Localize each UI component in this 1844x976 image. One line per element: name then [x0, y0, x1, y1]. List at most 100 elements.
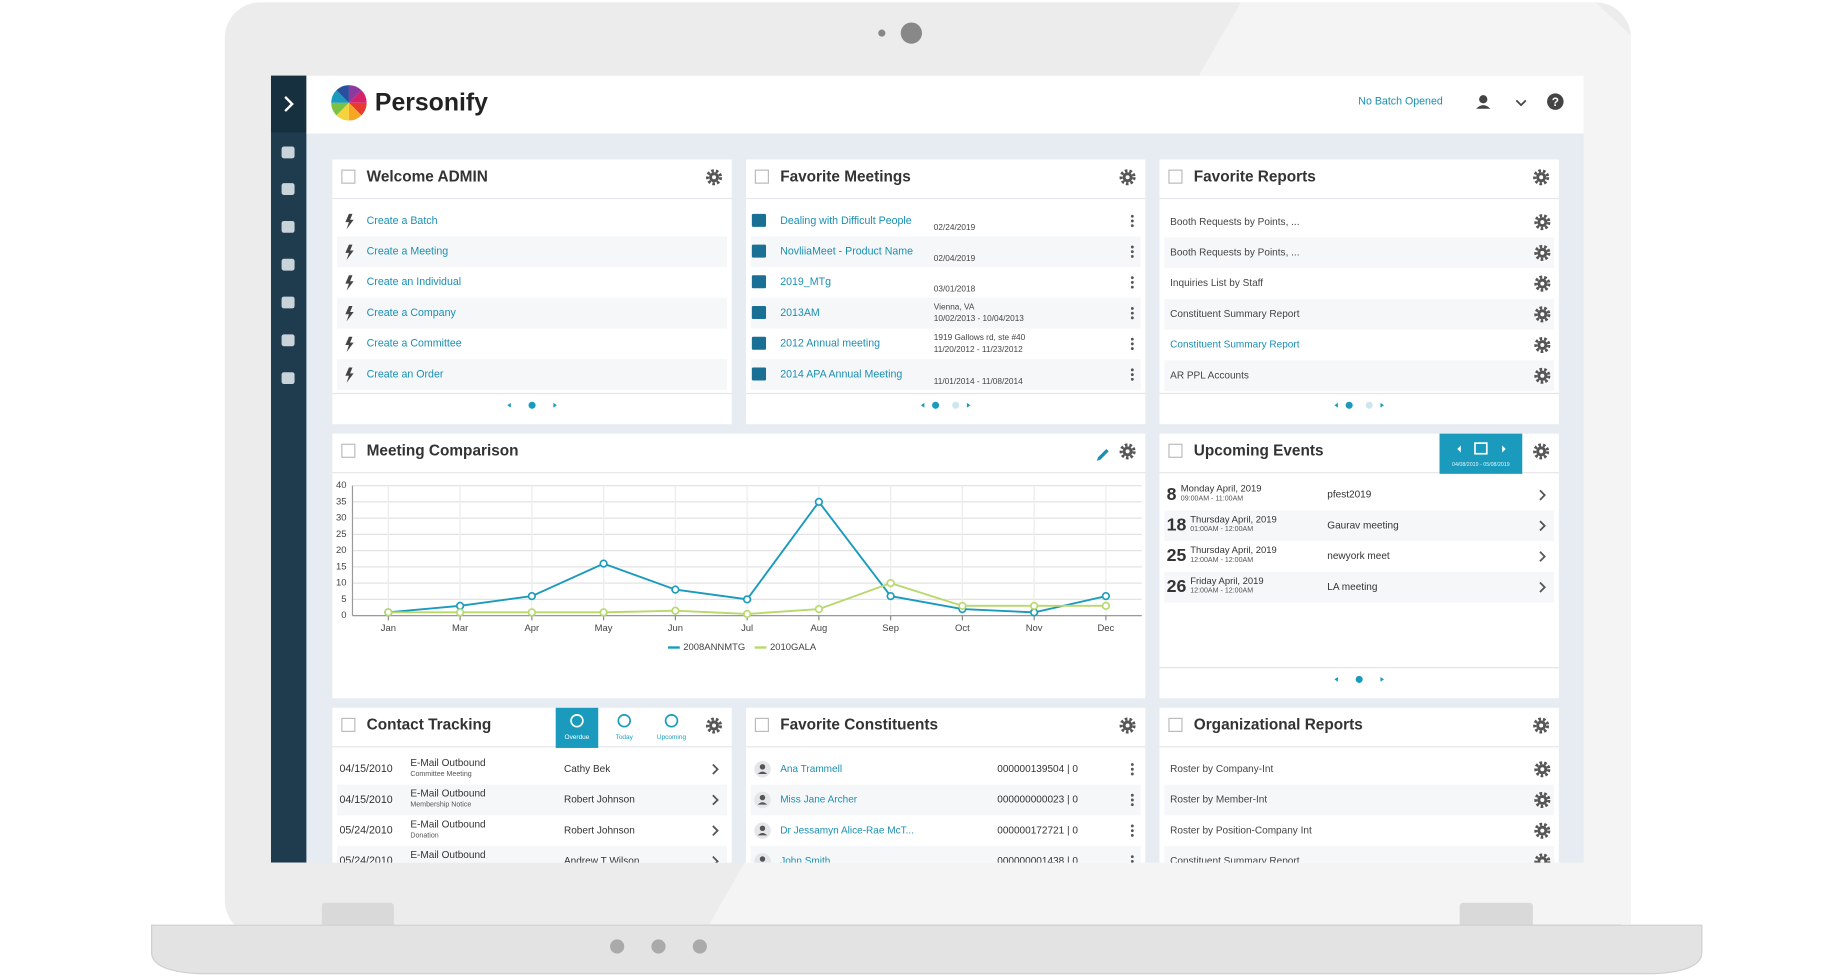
tab-icon[interactable]	[570, 714, 584, 728]
pager-prev[interactable]	[1334, 677, 1338, 682]
nav-icon[interactable]	[281, 146, 295, 159]
quick-link[interactable]: Create a Committee	[367, 338, 462, 350]
chevron[interactable]	[1539, 520, 1546, 532]
report-link[interactable]: Booth Requests by Points, ...	[1170, 248, 1299, 259]
gear-icon[interactable]	[1534, 761, 1551, 778]
gear-icon[interactable]	[1534, 336, 1551, 354]
gear-hole	[1540, 373, 1545, 378]
gear-icon[interactable]	[706, 717, 723, 734]
pager-dot[interactable]	[1355, 675, 1363, 683]
tab-label[interactable]: Overdue	[565, 734, 590, 741]
tab-icon[interactable]	[617, 714, 631, 728]
x-tick-label: Jan	[381, 623, 396, 634]
gear-icon[interactable]	[1534, 306, 1551, 323]
nav-icon[interactable]	[281, 372, 295, 385]
pager-next[interactable]	[966, 402, 971, 408]
user-icon[interactable]	[1479, 95, 1488, 104]
dropdown-icon[interactable]	[1515, 99, 1527, 107]
event-name[interactable]: pfest2019	[1327, 490, 1371, 501]
report-link[interactable]: AR PPL Accounts	[1170, 370, 1249, 381]
pager-prev[interactable]	[1334, 402, 1338, 408]
chevron[interactable]	[712, 825, 719, 837]
pager-dot[interactable]	[932, 401, 940, 409]
pager-next[interactable]	[1380, 677, 1385, 682]
report-link[interactable]: Roster by Position-Company Int	[1170, 825, 1312, 836]
meeting-link[interactable]: 2014 APA Annual Meeting	[780, 368, 902, 380]
nav-icon[interactable]	[281, 183, 295, 195]
chevron[interactable]	[712, 856, 719, 866]
pager-dot[interactable]	[1345, 401, 1353, 409]
gear-icon[interactable]	[1119, 169, 1136, 186]
constituent-link[interactable]: Dr Jessamyn Alice-Rae McT...	[780, 825, 914, 836]
chevron[interactable]	[712, 763, 719, 775]
pager-next[interactable]	[1380, 402, 1385, 408]
chevron[interactable]	[1539, 489, 1546, 501]
tab-label[interactable]: Upcoming	[657, 734, 687, 741]
gear-icon[interactable]	[1534, 214, 1551, 231]
report-link[interactable]: Inquiries List by Staff	[1170, 278, 1263, 289]
menu-dot	[1130, 833, 1134, 837]
gear-icon[interactable]	[706, 169, 723, 186]
nav-icon[interactable]	[281, 296, 295, 309]
expand-icon[interactable]	[284, 96, 294, 112]
edit-icon[interactable]	[1096, 449, 1109, 461]
pager-prev[interactable]	[507, 402, 511, 408]
quick-link[interactable]: Create a Company	[367, 307, 457, 319]
report-link[interactable]: Roster by Company-Int	[1170, 764, 1273, 775]
gear-icon[interactable]	[1534, 367, 1551, 384]
quick-link[interactable]: Create a Batch	[367, 215, 438, 227]
gear-icon[interactable]	[1533, 169, 1550, 186]
range-prev[interactable]	[1457, 445, 1461, 453]
quick-link[interactable]: Create an Order	[367, 368, 444, 380]
panel-checkbox	[341, 443, 356, 458]
event-name[interactable]: newyork meet	[1327, 551, 1390, 562]
gear-icon[interactable]	[1534, 244, 1551, 261]
meeting-link[interactable]: 2012 Annual meeting	[780, 338, 880, 350]
quick-link[interactable]: Create a Meeting	[367, 245, 449, 257]
gear-icon[interactable]	[1534, 791, 1551, 808]
event-name[interactable]: Gaurav meeting	[1327, 520, 1398, 531]
nav-icon[interactable]	[281, 220, 295, 233]
chevron[interactable]	[1539, 551, 1546, 562]
gear-icon[interactable]	[1534, 853, 1551, 868]
chevron[interactable]	[712, 794, 719, 806]
gear-icon[interactable]	[1533, 443, 1550, 460]
nav-icon[interactable]	[281, 334, 295, 347]
pager-dot[interactable]	[528, 401, 536, 409]
report-link[interactable]: Constituent Summary Report	[1170, 309, 1300, 320]
tab-active[interactable]	[555, 707, 599, 748]
event-name[interactable]: LA meeting	[1327, 582, 1377, 593]
pager-dot[interactable]	[1365, 401, 1373, 409]
report-link[interactable]: Constituent Summary Report	[1170, 856, 1300, 867]
constituent-link[interactable]: Ana Trammell	[780, 764, 842, 775]
nav-icon[interactable]	[281, 258, 295, 271]
range-next[interactable]	[1502, 445, 1506, 453]
report-link[interactable]: Booth Requests by Points, ...	[1170, 217, 1299, 228]
menu-dot	[1130, 342, 1134, 346]
tab-label[interactable]: Today	[616, 734, 634, 741]
report-link[interactable]: Roster by Member-Int	[1170, 795, 1267, 806]
pager-dot[interactable]	[952, 401, 960, 409]
report-link[interactable]: Constituent Summary Report	[1170, 340, 1300, 351]
constituent-link[interactable]: Miss Jane Archer	[780, 795, 858, 806]
gear-icon[interactable]	[1534, 822, 1551, 839]
meeting-link[interactable]: Dealing with Difficult People	[780, 215, 912, 227]
row-stripe	[337, 784, 728, 816]
constituent-link[interactable]: John Smith	[780, 856, 830, 867]
meeting-link[interactable]: 2013AM	[780, 307, 820, 319]
pager-next[interactable]	[553, 402, 557, 408]
meeting-link[interactable]: NovliiaMeet - Product Name	[780, 245, 913, 257]
pager-prev[interactable]	[920, 402, 925, 408]
gear-icon[interactable]	[1534, 275, 1551, 292]
tab-icon[interactable]	[664, 714, 679, 728]
avatar-body	[757, 802, 768, 805]
batch-status[interactable]: No Batch Opened	[1358, 95, 1443, 107]
event-time: 12:00AM - 12:00AM	[1190, 587, 1253, 595]
meeting-link[interactable]: 2019_MTg	[780, 276, 831, 288]
gear-icon[interactable]	[1533, 717, 1550, 734]
date-range: 04/08/2019 - 05/08/2019	[1452, 462, 1510, 468]
event-date: Monday April, 2019	[1181, 484, 1262, 495]
quick-link[interactable]: Create an Individual	[367, 276, 462, 288]
help-icon[interactable]	[1547, 93, 1564, 110]
chevron[interactable]	[1539, 581, 1546, 593]
